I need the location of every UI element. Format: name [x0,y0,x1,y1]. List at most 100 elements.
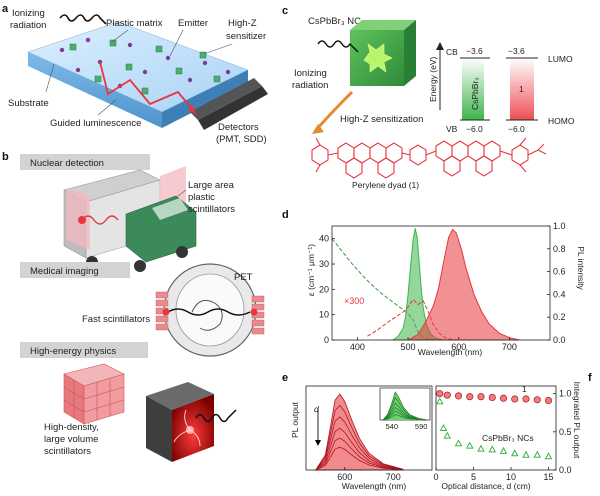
chart-f-ytick-label: 1.0 [559,389,572,399]
label-medical-imaging: Medical imaging [30,266,99,277]
chart-f-ytick-label: 0.0 [559,465,572,475]
label-detectors-sub: (PMT, SDD) [216,134,267,145]
chart-f-point-1 [443,431,452,439]
chart-f-point-0 [488,393,496,402]
chart-f-xtick-label: 0 [433,472,438,482]
label-plastic-matrix: Plastic matrix [106,18,163,29]
chart-e-xtick-label: 600 [337,472,352,482]
chart-d-xtick-label: 500 [401,342,416,352]
label-hd-scintillators: scintillators [44,446,91,457]
label-cb: CB [446,47,458,57]
chart-f-frame [435,385,557,471]
label-lumo: LUMO [548,54,573,64]
chart-d-xlabel: Wavelength (nm) [418,347,483,357]
chart-f-point-1 [435,397,444,405]
panel-d-letter: d [282,209,289,221]
chart-e-d-arrowhead [315,440,321,446]
chart-e-inset-curve-2 [382,402,428,421]
chart-e-inset-curve-4 [382,410,428,421]
chart-f-point-1 [533,450,542,458]
chart-d-xtick-label: 700 [502,342,517,352]
cspbbr3-gap-bar [462,58,484,120]
panel-f: f 0 5 10 15 0.0 0.5 1.0 1 CsPbBr₃ NCs Optical di… [433,372,592,491]
label-cspbbr3-bar: CsPbBr₃ [470,77,480,110]
perylene-dyad-molecule [311,137,547,179]
chart-f-xtick-label: 15 [543,472,553,482]
chart-d-ytick-left-label: 0 [324,335,329,345]
chart-e-d-label: d [314,404,319,414]
chart-d-ylabel-left: ε (cm⁻¹ μm⁻¹) [306,244,316,296]
label-nc-title: CsPbBr₃ NC [308,16,361,27]
chart-e-xtick-label: 700 [386,472,401,482]
chart-e-inset-tick-label: 590 [415,422,428,431]
chart-f-series2-label: CsPbBr₃ NCs [482,433,534,443]
chart-f-point-1 [544,452,553,460]
chart-f-point-0 [511,395,519,403]
label-energy-axis: Energy (eV) [428,56,438,102]
sensitizer-cubes [69,39,221,95]
label-dyad-num: 1 [519,84,524,94]
chart-d-frame [331,225,551,341]
panel-c: c CsPbBr₃ NC Ionizing radiation High-Z s… [282,5,575,190]
label-high-z: High-Z [228,18,257,29]
dyad-gap-bar [510,58,534,120]
chart-e-inset-curve-5 [382,414,428,421]
chart-d-series-3-area [406,228,520,341]
chart-f-point-1 [522,450,530,458]
chart-d-ytick-left-label: 30 [319,259,329,269]
guided-luminescence-path [99,61,197,115]
chart-f-point-1 [477,444,485,452]
chart-f: 0 5 10 15 0.0 0.5 1.0 1 CsPbBr₃ NCs [433,384,571,482]
label-emitter: Emitter [178,18,208,29]
truck-illustration [63,166,197,272]
chart-f-xtick-label: 5 [471,472,476,482]
chart-e-xlabel: Wavelength (nm) [342,481,407,491]
detector-block [198,86,268,130]
plastic-slab-front [28,52,162,128]
nc-cube [350,20,416,86]
label-high-energy-physics: High-energy physics [30,346,116,357]
chart-d-ylabel-right: PL intensity [576,246,586,290]
detector-face [190,78,262,120]
label-c-radiation: radiation [292,80,328,91]
label-pet: PET [234,272,253,283]
label-vb: VB [446,124,458,134]
hep-radiation-wave [195,409,237,423]
label-large-area-scint: scintillators [188,204,235,215]
calorimeter-grid [63,363,125,425]
chart-f-point-0 [436,390,444,398]
label-homo-value: −6.0 [508,124,525,134]
chart-f-point-0 [477,393,485,401]
label-vb-value: −6.0 [466,124,483,134]
plastic-slab-side [162,70,248,128]
chart-d-ytick-right-label: 0.0 [553,335,566,345]
chart-f-point-0 [522,395,530,403]
chart-f-ylabel: Integrated PL output [572,382,582,459]
chart-e-ylabel: PL output [290,401,300,438]
chart-d-ytick-right-label: 0.8 [553,244,566,254]
label-radiation: radiation [10,20,46,31]
chart-f-point-0 [544,396,553,405]
chart-f-point-0 [533,396,541,404]
label-detectors: Detectors [218,122,259,133]
chart-f-point-1 [510,449,519,457]
guided-luminescence-arrow [188,104,196,114]
label-lumo-value: −3.6 [508,46,525,56]
label-large-volume: large volume [44,434,98,445]
chart-f-point-0 [454,392,463,400]
chart-f-series1-label: 1 [522,384,527,394]
chart-e-inset-tick-label: 540 [386,422,399,431]
label-perylene-dyad: Perylene dyad (1) [352,180,419,190]
chart-d-ytick-right-label: 0.4 [553,289,566,299]
label-substrate: Substrate [8,98,49,109]
panel-f-letter: f [588,372,592,384]
label-sensitizer: sensitizer [226,31,266,42]
panel-b: b Nuclear detection Large area plastic s… [2,151,265,462]
radiation-wave [59,14,107,25]
chart-f-point-1 [465,441,474,449]
chart-d-ytick-left-label: 10 [319,310,329,320]
panel-a-letter: a [2,3,9,15]
panel-e: e 600 700 540 590 Wavelength (nm) PL output… [282,372,433,491]
panel-d: d 400 500 600 700 0 10 20 30 40 0.0 0.2 0.4 0.6 0.8 1.… [282,209,586,357]
panel-a: a Ionizing [2,3,268,145]
